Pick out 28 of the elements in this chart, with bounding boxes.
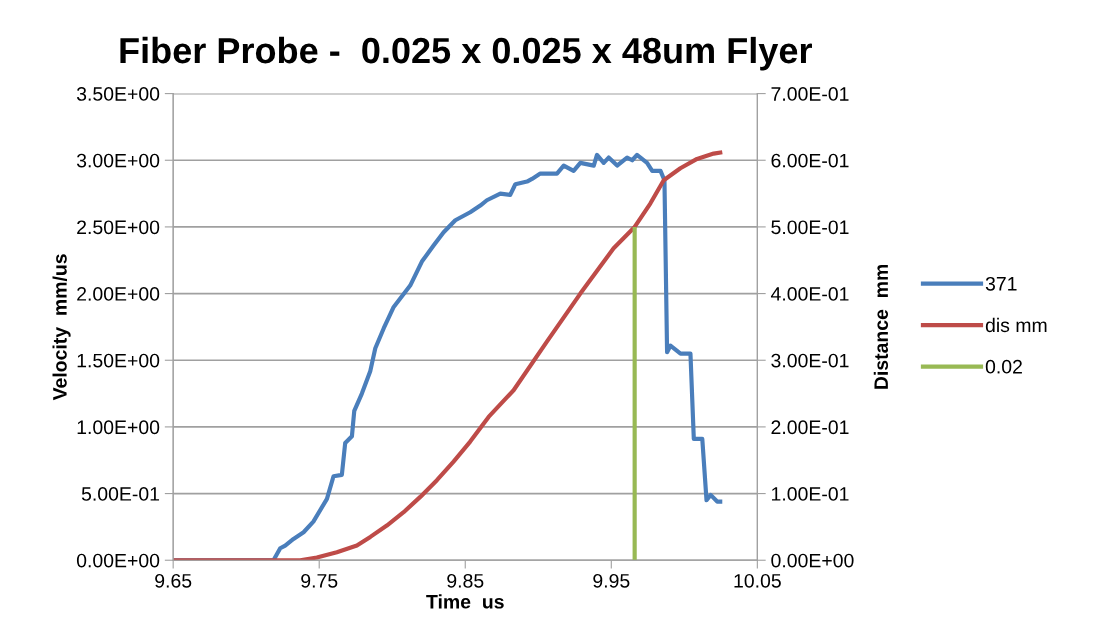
y2-tick-label: 2.00E-01 [771,420,849,435]
y-tick-label: 2.00E+00 [77,287,160,301]
y2-tick-label: 6.00E-01 [771,153,849,168]
x-axis-title: Time us [426,594,504,609]
y-tick-label: 0.00E+00 [76,553,160,568]
y2-tick-label: 3.00E-01 [771,353,849,368]
x-tick-label: 9.75 [301,573,338,588]
y-axis-title: Velocity mm/us [52,254,71,401]
legend-label: 371 [985,276,1017,291]
y2-tick-label: 4.00E-01 [770,287,849,301]
x-tick-label: 9.65 [155,573,192,588]
y2-axis-title: Distance mm [873,264,889,389]
y-tick-label: 1.50E+00 [77,353,160,368]
legend-label: dis mm [985,317,1047,333]
y2-tick-label: 0.00E+00 [771,553,854,568]
y2-tick-label: 5.00E-01 [771,220,849,235]
y2-tick-label: 7.00E-01 [771,87,849,101]
y-tick-label: 5.00E-01 [81,487,160,501]
y-tick-label: 2.50E+00 [77,220,160,235]
y-tick-label: 3.00E+00 [76,153,160,168]
y-tick-label: 1.00E+00 [77,420,160,435]
chart-title: Fiber Probe - 0.025 x 0.025 x 48um Flyer [120,36,812,71]
legend-label: 0.02 [985,359,1022,374]
y-tick-label: 3.50E+00 [76,87,160,101]
y2-tick-label: 1.00E-01 [772,487,849,501]
x-tick-label: 9.85 [447,573,484,588]
x-tick-label: 10.05 [734,573,781,588]
x-tick-label: 9.95 [593,573,630,588]
